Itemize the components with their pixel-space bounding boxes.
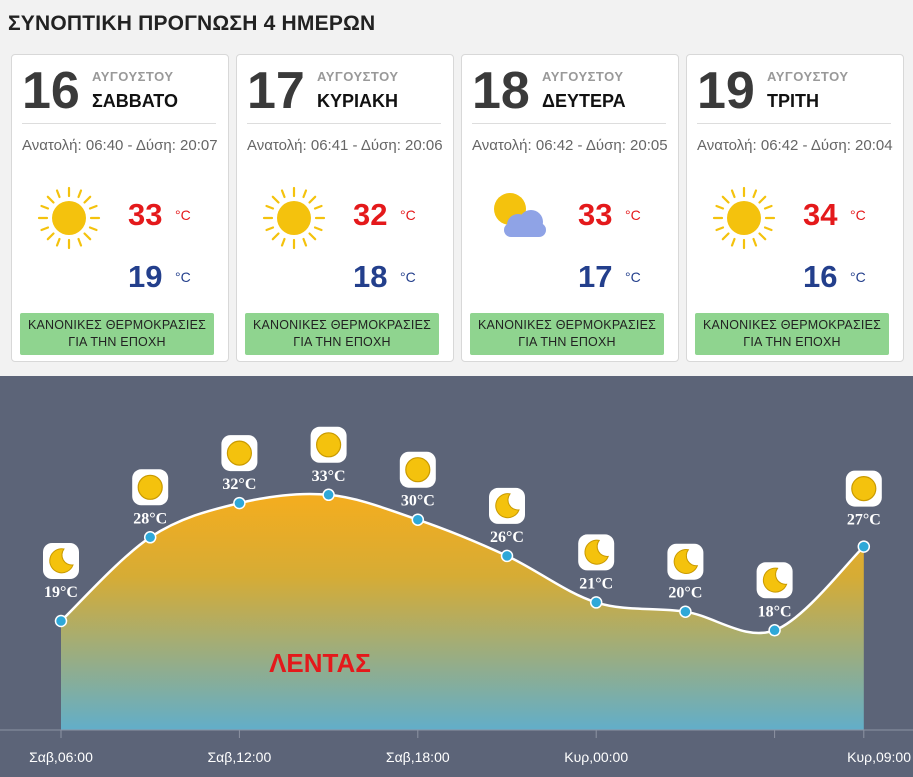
x-tick-label: Σαβ,18:00	[386, 749, 450, 765]
min-temperature: 16	[803, 259, 838, 294]
sun-icon	[221, 435, 258, 472]
x-tick-label: Σαβ,06:00	[29, 749, 93, 765]
data-point[interactable]	[411, 513, 425, 526]
sun-icon	[310, 426, 347, 463]
day-number: 19	[697, 62, 755, 120]
moon-icon	[578, 534, 615, 571]
data-point[interactable]	[143, 531, 157, 544]
data-label: 20°C	[668, 585, 702, 602]
badge-line: ΓΙΑ ΤΗΝ ΕΠΟΧΗ	[743, 335, 841, 349]
badge-line: ΓΙΑ ΤΗΝ ΕΠΟΧΗ	[518, 335, 616, 349]
data-point[interactable]	[322, 488, 335, 502]
min-temperature-unit: °C	[850, 269, 866, 285]
day-number: 17	[247, 62, 305, 120]
forecast-card: 18 ΑΥΓΟΥΣΤΟΥ ΔΕΥΤΕΡΑ Ανατολή: 06:42 - Δύ…	[461, 54, 679, 362]
divider	[697, 123, 891, 124]
temperature-line	[60, 492, 865, 635]
min-temperature-unit: °C	[175, 269, 191, 285]
month-label: ΑΥΓΟΥΣΤΟΥ	[92, 69, 174, 84]
badge-line: ΚΑΝΟΝΙΚΕΣ ΘΕΡΜΟΚΡΑΣΙΕΣ	[702, 318, 882, 332]
max-temperature-unit: °C	[175, 207, 191, 223]
weekday-label: ΚΥΡΙΑΚΗ	[317, 91, 399, 111]
day-number: 16	[22, 62, 80, 120]
month-label: ΑΥΓΟΥΣΤΟΥ	[542, 69, 624, 84]
max-temperature: 33	[128, 197, 163, 232]
day-number: 18	[472, 62, 530, 120]
moon-icon	[667, 543, 704, 580]
max-temperature: 33	[578, 197, 613, 232]
data-label: 33°C	[312, 468, 346, 485]
data-label: 18°C	[758, 603, 792, 620]
badge-line: ΓΙΑ ΤΗΝ ΕΠΟΧΗ	[68, 335, 166, 349]
min-temperature-unit: °C	[400, 269, 416, 285]
min-temperature: 19	[128, 259, 163, 294]
data-label: 32°C	[222, 476, 256, 493]
data-point[interactable]	[500, 549, 514, 563]
max-temperature-unit: °C	[850, 207, 866, 223]
data-point[interactable]	[233, 496, 246, 510]
max-temperature: 32	[353, 197, 388, 232]
temperature-area	[61, 493, 864, 730]
divider	[472, 123, 666, 124]
data-point[interactable]	[768, 624, 781, 637]
sun-icon	[845, 470, 882, 507]
max-temperature-unit: °C	[400, 207, 416, 223]
partly-cloudy-icon	[486, 185, 552, 251]
sun-icon	[399, 451, 436, 488]
divider	[22, 123, 216, 124]
data-point[interactable]	[857, 540, 871, 553]
min-temperature-unit: °C	[625, 269, 641, 285]
weekday-label: ΤΡΙΤΗ	[767, 91, 819, 111]
month-label: ΑΥΓΟΥΣΤΟΥ	[767, 69, 849, 84]
sunrise-sunset: Ανατολή: 06:42 - Δύση: 20:04	[697, 137, 893, 154]
weekday-label: ΔΕΥΤΕΡΑ	[542, 91, 626, 111]
max-temperature-unit: °C	[625, 207, 641, 223]
min-temperature: 17	[578, 259, 613, 294]
temperature-status-badge: ΚΑΝΟΝΙΚΕΣ ΘΕΡΜΟΚΡΑΣΙΕΣ ΓΙΑ ΤΗΝ ΕΠΟΧΗ	[695, 313, 889, 355]
sunrise-sunset: Ανατολή: 06:40 - Δύση: 20:07	[22, 137, 218, 154]
forecast-card: 16 ΑΥΓΟΥΣΤΟΥ ΣΑΒΒΑΤΟ Ανατολή: 06:40 - Δύ…	[11, 54, 229, 362]
sun-icon	[36, 185, 102, 251]
temperature-status-badge: ΚΑΝΟΝΙΚΕΣ ΘΕΡΜΟΚΡΑΣΙΕΣ ΓΙΑ ΤΗΝ ΕΠΟΧΗ	[20, 313, 214, 355]
location-label: ΛΕΝΤΑΣ	[269, 648, 371, 678]
sun-icon	[261, 185, 327, 251]
moon-icon	[489, 487, 525, 524]
badge-line: ΚΑΝΟΝΙΚΕΣ ΘΕΡΜΟΚΡΑΣΙΕΣ	[27, 318, 207, 332]
min-temperature: 18	[353, 259, 388, 294]
weekday-label: ΣΑΒΒΑΤΟ	[92, 91, 178, 111]
sunrise-sunset: Ανατολή: 06:41 - Δύση: 20:06	[247, 137, 443, 154]
data-label: 21°C	[579, 575, 613, 592]
moon-icon	[43, 543, 79, 579]
max-temperature: 34	[803, 197, 838, 232]
month-label: ΑΥΓΟΥΣΤΟΥ	[317, 69, 399, 84]
badge-line: ΚΑΝΟΝΙΚΕΣ ΘΕΡΜΟΚΡΑΣΙΕΣ	[252, 318, 432, 332]
page-title: ΣΥΝΟΠΤΙΚΗ ΠΡΟΓΝΩΣΗ 4 ΗΜΕΡΩΝ	[8, 12, 376, 35]
sunrise-sunset: Ανατολή: 06:42 - Δύση: 20:05	[472, 137, 668, 154]
data-label: 27°C	[847, 512, 881, 529]
moon-icon	[756, 562, 793, 599]
sun-icon	[711, 185, 777, 251]
forecast-card: 19 ΑΥΓΟΥΣΤΟΥ ΤΡΙΤΗ Ανατολή: 06:42 - Δύση…	[686, 54, 904, 362]
temperature-status-badge: ΚΑΝΟΝΙΚΕΣ ΘΕΡΜΟΚΡΑΣΙΕΣ ΓΙΑ ΤΗΝ ΕΠΟΧΗ	[245, 313, 439, 355]
data-point[interactable]	[54, 614, 68, 628]
divider	[247, 123, 441, 124]
badge-line: ΓΙΑ ΤΗΝ ΕΠΟΧΗ	[293, 335, 391, 349]
sun-icon	[132, 469, 169, 506]
temperature-chart: ΛΕΝΤΑΣ 19°C 28°C 32°C 33°C 30°C 26°C 21°C 20°C 1…	[0, 376, 913, 777]
x-tick-label: Κυρ,09:00	[847, 749, 911, 765]
data-point[interactable]	[679, 605, 692, 618]
forecast-card: 17 ΑΥΓΟΥΣΤΟΥ ΚΥΡΙΑΚΗ Ανατολή: 06:41 - Δύ…	[236, 54, 454, 362]
x-tick-label: Σαβ,12:00	[208, 749, 272, 765]
x-tick-label: Κυρ,00:00	[564, 749, 628, 765]
data-label: 26°C	[490, 529, 524, 546]
data-point[interactable]	[589, 596, 603, 609]
data-label: 28°C	[133, 510, 167, 527]
forecast-cards: 16 ΑΥΓΟΥΣΤΟΥ ΣΑΒΒΑΤΟ Ανατολή: 06:40 - Δύ…	[11, 54, 911, 364]
data-label: 19°C	[44, 584, 78, 601]
badge-line: ΚΑΝΟΝΙΚΕΣ ΘΕΡΜΟΚΡΑΣΙΕΣ	[477, 318, 657, 332]
data-label: 30°C	[401, 493, 435, 510]
temperature-status-badge: ΚΑΝΟΝΙΚΕΣ ΘΕΡΜΟΚΡΑΣΙΕΣ ΓΙΑ ΤΗΝ ΕΠΟΧΗ	[470, 313, 664, 355]
